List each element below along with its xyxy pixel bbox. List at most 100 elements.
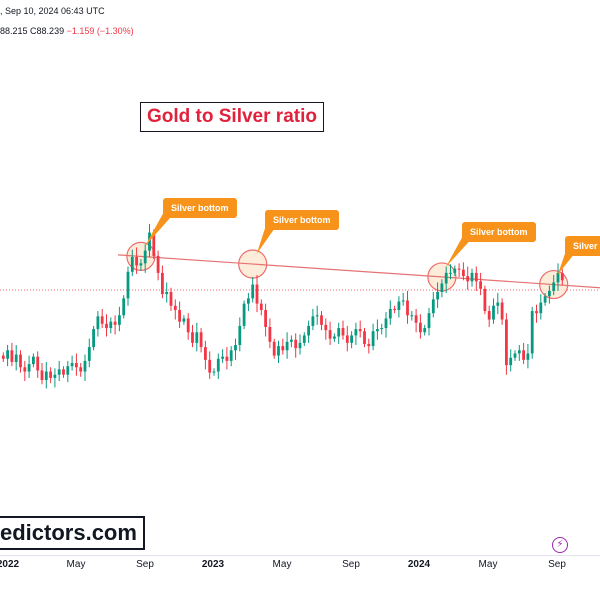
candle-body [122, 298, 126, 316]
candle-body [496, 302, 500, 306]
candle-body [380, 328, 384, 330]
x-tick: Sep [548, 559, 566, 570]
callout-silver-bottom-4: Silver bottom [565, 236, 600, 256]
candle-body [302, 335, 306, 343]
lightning-icon[interactable]: ⚡ [552, 537, 568, 553]
candle-body [165, 291, 169, 295]
candle-body [186, 318, 190, 333]
candle-body [87, 347, 91, 361]
candle-body [556, 272, 560, 283]
candle-body [251, 284, 255, 299]
candle-body [229, 350, 233, 361]
candle-body [32, 356, 35, 365]
candle-body [354, 329, 358, 336]
candle-body [431, 299, 435, 314]
candle-body [169, 291, 173, 306]
candle-body [397, 301, 401, 310]
x-tick: May [66, 559, 86, 570]
candle-body [483, 288, 487, 312]
candle-body [40, 370, 44, 380]
candle-body [350, 335, 353, 343]
price-chart[interactable] [0, 0, 600, 555]
chart-title: Gold to Silver ratio [140, 102, 324, 132]
candle-body [345, 335, 349, 343]
candle-body [290, 339, 293, 342]
candle-body [509, 357, 513, 366]
candle-body [126, 271, 130, 299]
candle-body [100, 316, 104, 324]
candle-body [208, 359, 212, 373]
candle-body [333, 336, 336, 339]
candle-body [152, 232, 156, 256]
candle-body [479, 281, 482, 289]
candle-body [182, 318, 186, 322]
x-tick: 2024 [407, 559, 431, 570]
candle-body [70, 363, 74, 367]
candle-body [143, 250, 147, 264]
candle-body [221, 356, 224, 359]
candle-body [44, 371, 48, 380]
candle-body [1, 355, 5, 359]
candle-body [277, 346, 280, 356]
candle-body [53, 374, 57, 378]
candle-body [79, 367, 83, 372]
candle-body [27, 364, 31, 372]
candle-body [178, 310, 181, 322]
candle-body [247, 298, 250, 304]
candle-body [49, 371, 52, 378]
candle-body [328, 330, 332, 339]
callout-pointer [144, 210, 177, 247]
candle-body [298, 342, 302, 349]
candle-body [57, 369, 61, 375]
candle-body [204, 347, 207, 360]
candle-body [105, 323, 108, 329]
candle-body [173, 305, 177, 310]
candle-body [358, 329, 362, 332]
candle-body [234, 345, 237, 351]
candle-body [118, 315, 121, 325]
candle-body [19, 354, 22, 368]
watermark: edictors.com [0, 516, 145, 550]
candle-body [272, 341, 276, 356]
candle-body [410, 315, 414, 317]
candle-body [401, 300, 405, 302]
candle-body [453, 268, 457, 273]
candle-body [92, 329, 95, 348]
candle-body [36, 356, 40, 371]
candle-body [130, 256, 134, 272]
chart-area[interactable]: , Sep 10, 2024 06:43 UTC 88.215 C88.239 … [0, 0, 600, 555]
time-axis[interactable]: 2022 May Sep 2023 May Sep 2024 May Sep [0, 555, 600, 601]
candle-body [474, 272, 478, 282]
candle-body [161, 272, 164, 295]
candle-body [148, 232, 151, 251]
candle-body [560, 272, 564, 281]
candle-body [470, 272, 474, 282]
x-tick: Sep [136, 559, 154, 570]
header-ohlc: 88.215 C88.239 −1.159 (−1.30%) [0, 26, 134, 36]
candle-body [530, 311, 534, 354]
candle-body [371, 331, 375, 347]
header-close: C88.239 [30, 26, 65, 36]
candle-body [268, 326, 272, 342]
x-tick: 2022 [0, 559, 20, 570]
candle-body [255, 284, 259, 304]
candle-body [492, 305, 495, 320]
candle-body [414, 315, 418, 323]
callout-silver-bottom-2: Silver bottom [265, 210, 339, 230]
candle-body [552, 282, 556, 291]
candle-body [156, 255, 160, 273]
header-ohlc-prefix: 88.215 [0, 26, 28, 36]
candle-body [427, 313, 431, 329]
candle-body [281, 346, 285, 351]
candle-body [315, 315, 319, 317]
candle-body [337, 328, 341, 337]
candle-body [135, 256, 138, 266]
candle-body [462, 269, 465, 277]
candle-body [199, 332, 203, 348]
candle-body [543, 296, 547, 303]
candle-body [406, 300, 409, 316]
callout-pointers [144, 210, 579, 275]
candle-body [436, 291, 439, 300]
candle-body [517, 350, 521, 354]
candle-body [440, 283, 444, 292]
